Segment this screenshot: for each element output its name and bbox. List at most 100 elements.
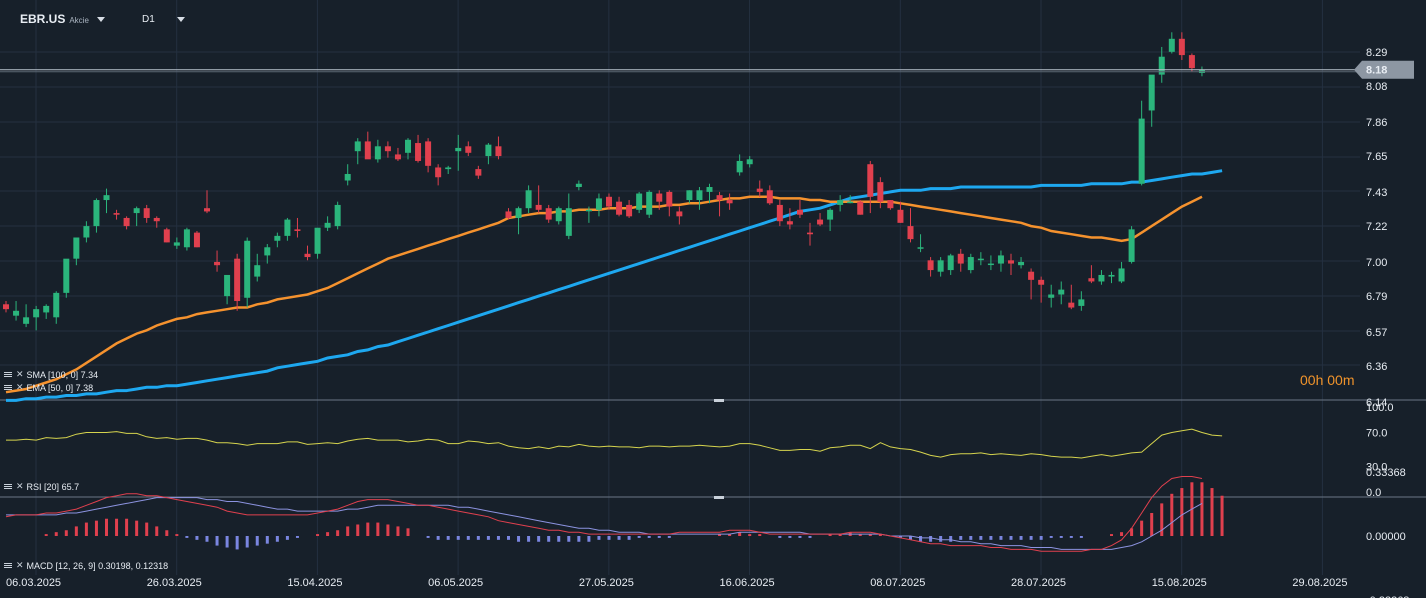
price-tick-label: 8.29 [1366,47,1387,59]
macd-histogram-bar [547,536,551,542]
candle-up [73,237,80,259]
macd-histogram-bar [1180,488,1184,536]
sma-value: 7.34 [80,369,99,380]
candle-down [786,221,793,225]
candle-up [354,141,361,152]
macd-histogram-bar [1160,503,1164,536]
macd-histogram-bar [738,532,742,536]
macd-histogram-bar [285,536,289,540]
pane-resize-handle[interactable] [714,496,724,499]
candle-down [626,204,633,217]
candle-up [636,193,643,210]
ema-legend[interactable]: ✕ EMA [50, 0] 7.38 [4,382,93,393]
candle-up [977,258,984,261]
candle-down [214,261,221,266]
candle-down [776,204,783,222]
pane-resize-handle[interactable] [714,399,724,402]
rsi-line [6,428,1223,459]
candle-down [304,253,311,258]
macd-histogram-bar [858,534,862,536]
candle-up [827,209,834,220]
macd-histogram-bar [868,534,872,536]
candle-up [997,255,1004,264]
close-icon[interactable]: ✕ [16,560,24,570]
date-tick-label: 06.03.2025 [6,577,61,589]
macd-histogram-bar [1019,536,1023,540]
macd-histogram-bar [155,526,159,536]
candle-down [1028,271,1035,280]
macd-histogram-bar [1039,536,1043,540]
macd-histogram-bar [898,536,902,538]
date-tick-label: 08.07.2025 [870,577,925,589]
candle-down [817,219,824,225]
candle-up [445,167,452,170]
macd-histogram-bar [476,536,480,540]
settings-lines-icon[interactable] [4,384,14,392]
candle-up [33,309,40,318]
candle-up [1168,38,1175,52]
macd-histogram-bar [396,526,400,536]
macd-histogram-bar [828,534,832,536]
macd-histogram-bar [426,536,430,538]
close-icon[interactable]: ✕ [16,382,24,392]
macd-histogram-bar [436,536,440,540]
price-tick-label: 6.36 [1366,361,1387,373]
rsi-label: RSI [20] [26,481,60,492]
candle-down [495,146,502,157]
date-tick-label: 26.03.2025 [147,577,202,589]
candle-up [274,235,281,241]
settings-lines-icon[interactable] [4,483,14,491]
candle-up [967,257,974,271]
macd-histogram-bar [44,534,48,536]
chart-toolbar: EBR.US Akcie D1 [0,0,1426,36]
candle-down [807,232,813,235]
candle-up [173,242,180,246]
timeframe-label: D1 [142,14,155,25]
sma-line [6,169,1223,402]
candle-down [394,154,401,160]
date-tick-label: 15.08.2025 [1152,577,1207,589]
candle-down [676,211,683,217]
macd-histogram-bar [617,536,621,540]
macd-signal-line [6,497,1203,550]
macd-histogram-bar [456,536,460,540]
close-icon[interactable]: ✕ [16,481,24,491]
date-tick-label: 28.07.2025 [1011,577,1066,589]
macd-histogram-bar [185,536,189,538]
candle-down [1188,55,1195,69]
candle-up [344,173,351,181]
macd-histogram-bar [527,536,531,542]
rsi-tick-label: 30.0 [1366,462,1387,474]
candle-up [1048,294,1055,298]
symbol-type: Akcie [69,16,89,25]
macd-histogram-bar [1170,493,1174,536]
candle-down [766,190,773,204]
macd-histogram-bar [577,536,581,542]
macd-histogram-bar [346,526,350,536]
date-tick-label: 06.05.2025 [428,577,483,589]
candle-up [1078,299,1085,306]
candle-up [1098,274,1105,282]
candle-up [93,200,100,227]
sma-legend[interactable]: ✕ SMA [100, 0] 7.34 [4,369,98,380]
symbol-selector[interactable]: EBR.US Akcie [20,12,105,26]
macd-histogram-bar [1110,534,1113,536]
settings-lines-icon[interactable] [4,562,14,570]
macd-legend[interactable]: ✕ MACD [12, 26, 9] 0.30198, 0.12318 [4,560,168,571]
timeframe-selector[interactable]: D1 [142,14,185,25]
rsi-legend[interactable]: ✕ RSI [20] 65.7 [4,481,79,492]
chevron-down-icon [96,17,105,23]
candle-down [927,260,934,271]
candle-down [1088,278,1095,282]
candle-down [143,208,150,218]
macd-histogram-bar [326,532,330,536]
settings-lines-icon[interactable] [4,371,14,379]
candle-down [545,208,552,220]
close-icon[interactable]: ✕ [16,369,24,379]
candle-down [465,146,472,153]
macd-histogram-bar [316,534,320,536]
candle-up [485,144,492,157]
candle-up [525,190,532,209]
candle-up [1108,274,1115,277]
